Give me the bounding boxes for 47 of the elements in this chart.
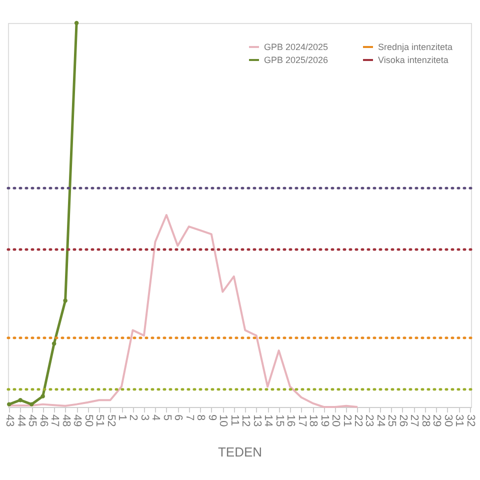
x-tick-label: 8 <box>194 414 207 421</box>
x-tick-label: 18 <box>307 414 320 427</box>
x-tick-label: 22 <box>352 414 364 427</box>
legend-label: Visoka intenziteta <box>378 55 448 65</box>
x-tick-label: 11 <box>228 414 240 426</box>
x-tick-label: 9 <box>206 414 218 421</box>
legend-label: Srednja intenziteta <box>378 42 453 52</box>
x-tick-label: 32 <box>464 414 476 427</box>
x-tick-label: 48 <box>60 414 72 427</box>
x-axis-title: TEDEN <box>218 444 262 460</box>
x-tick-label: 47 <box>48 414 61 427</box>
x-tick-label: 7 <box>183 414 196 421</box>
x-tick-label: 49 <box>71 414 84 427</box>
x-tick-label: 52 <box>104 414 117 427</box>
x-tick-label: 17 <box>296 414 308 427</box>
x-tick-label: 28 <box>419 414 432 427</box>
x-tick-label: 1 <box>116 414 128 421</box>
x-tick-label: 51 <box>94 414 106 427</box>
x-tick-label: 21 <box>340 414 353 427</box>
x-tick-label: 5 <box>160 414 173 421</box>
legend-label: GPB 2024/2025 <box>264 42 328 52</box>
x-tick-label: 29 <box>430 414 443 427</box>
legend-label: GPB 2025/2026 <box>264 55 328 65</box>
x-tick-label: 4 <box>150 414 162 421</box>
x-tick-label: 24 <box>374 414 386 427</box>
x-tick-label: 25 <box>386 414 398 427</box>
x-tick-label: 23 <box>363 414 376 427</box>
x-tick-label: 13 <box>250 414 263 427</box>
x-tick-label: 16 <box>284 414 297 427</box>
x-tick-label: 14 <box>262 414 274 427</box>
x-tick-label: 45 <box>26 414 38 427</box>
x-tick-label: 26 <box>396 414 409 427</box>
x-tick-label: 6 <box>172 414 184 421</box>
x-tick-label: 19 <box>318 414 330 427</box>
x-tick-label: 20 <box>330 414 342 427</box>
x-tick-label: 44 <box>14 414 27 427</box>
x-tick-label: 10 <box>217 414 230 427</box>
x-tick-label: 46 <box>37 414 50 427</box>
x-tick-label: 31 <box>453 414 466 427</box>
x-tick-label: 43 <box>4 414 16 427</box>
x-tick-label: 3 <box>138 414 150 421</box>
x-tick-label: 30 <box>442 414 454 427</box>
x-tick-label: 15 <box>273 414 286 427</box>
x-tick-label: 12 <box>240 414 252 427</box>
x-tick-label: 2 <box>127 414 140 421</box>
x-tick-label: 50 <box>82 414 94 427</box>
x-tick-label: 27 <box>408 414 420 427</box>
